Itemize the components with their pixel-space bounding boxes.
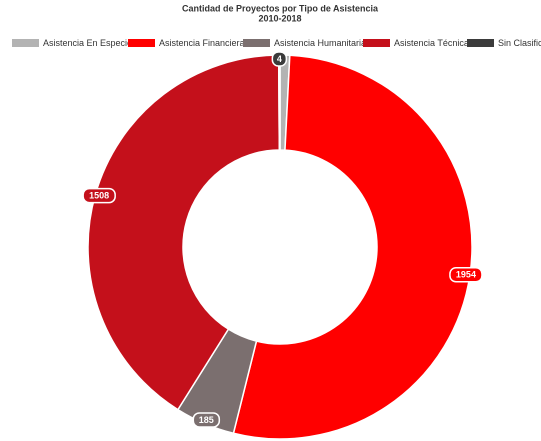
data-label: 4 bbox=[277, 54, 282, 64]
legend-swatch bbox=[128, 39, 155, 47]
data-label-box bbox=[449, 266, 483, 283]
donut-slice bbox=[87, 54, 281, 411]
legend-text: Asistencia Humanitaria bbox=[274, 38, 366, 48]
legend-swatch bbox=[243, 39, 270, 47]
chart-title: Cantidad de Proyectos por Tipo de Asiste… bbox=[182, 3, 379, 13]
legend-swatch bbox=[12, 39, 39, 47]
data-label-box bbox=[271, 51, 288, 67]
donut-slice bbox=[232, 54, 473, 440]
legend-swatch bbox=[467, 39, 494, 47]
data-label-box bbox=[82, 187, 116, 204]
legend-text: Asistencia Técnica bbox=[394, 38, 469, 48]
legend-text: Sin Clasifica bbox=[498, 38, 541, 48]
chart-subtitle: 2010-2018 bbox=[258, 13, 301, 23]
legend-text: Asistencia En Especie bbox=[43, 38, 132, 48]
legend-swatch bbox=[363, 39, 390, 47]
data-label: 1508 bbox=[89, 190, 109, 200]
legend-text: Asistencia Financiera bbox=[159, 38, 245, 48]
data-label-box bbox=[192, 412, 221, 428]
data-label: 185 bbox=[199, 415, 214, 425]
donut-slice bbox=[277, 54, 281, 151]
data-label: 1954 bbox=[456, 270, 476, 280]
